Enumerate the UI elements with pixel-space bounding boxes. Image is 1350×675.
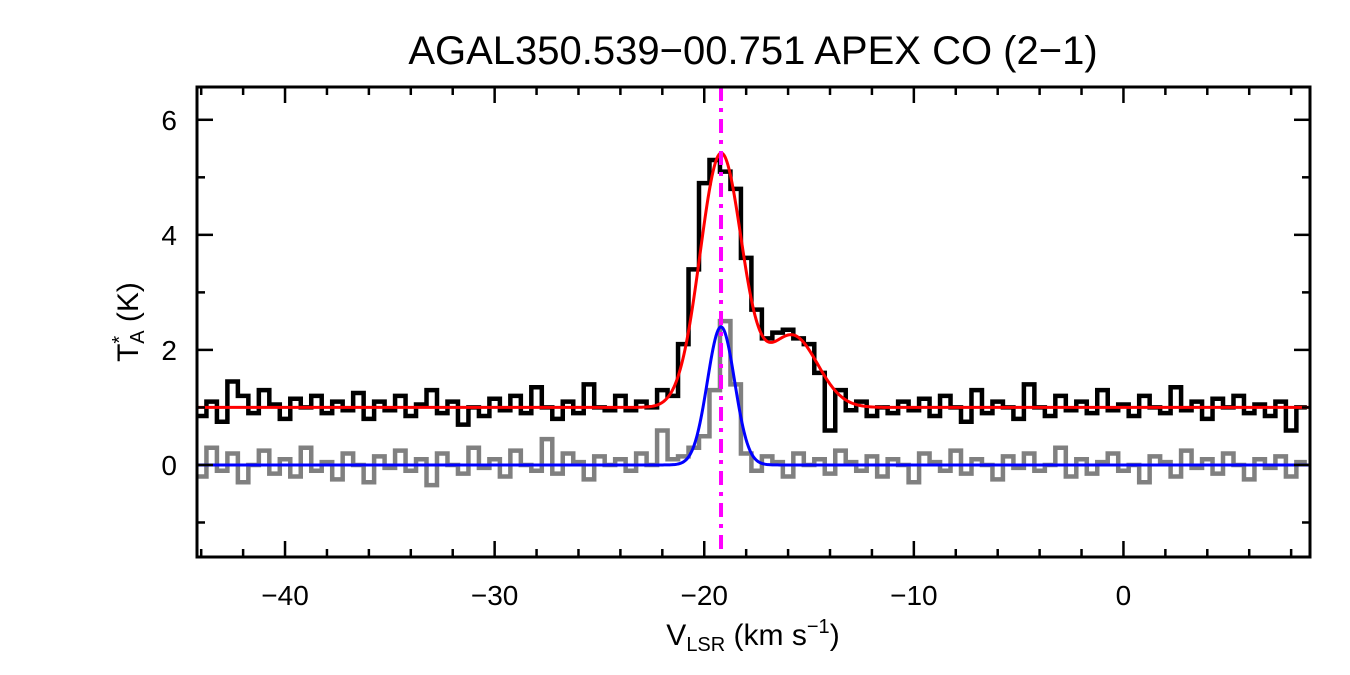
- x-tick-label: −20: [680, 580, 728, 611]
- gaussian-fit-curve: [197, 325, 1310, 467]
- chart-title: AGAL350.539−00.751 APEX CO (2−1): [408, 29, 1097, 73]
- x-tick-label: −40: [261, 580, 309, 611]
- x-tick-label: 0: [1116, 580, 1132, 611]
- y-axis-label: T*A (K): [109, 282, 149, 362]
- y-tick-label: 0: [161, 450, 177, 481]
- x-tick-label: −10: [890, 580, 938, 611]
- y-tick-label: 4: [161, 220, 177, 251]
- y-tick-label: 2: [161, 335, 177, 366]
- plot-frame: [195, 85, 1312, 559]
- y-tick-label: 6: [161, 105, 177, 136]
- x-axis-label: VLSR (km s−1): [666, 616, 839, 656]
- x-tick-label: −30: [471, 580, 519, 611]
- spectrum-histogram: [197, 157, 1307, 433]
- spectrum-histogram: [197, 318, 1307, 488]
- gaussian-fit-curve: [197, 151, 1310, 409]
